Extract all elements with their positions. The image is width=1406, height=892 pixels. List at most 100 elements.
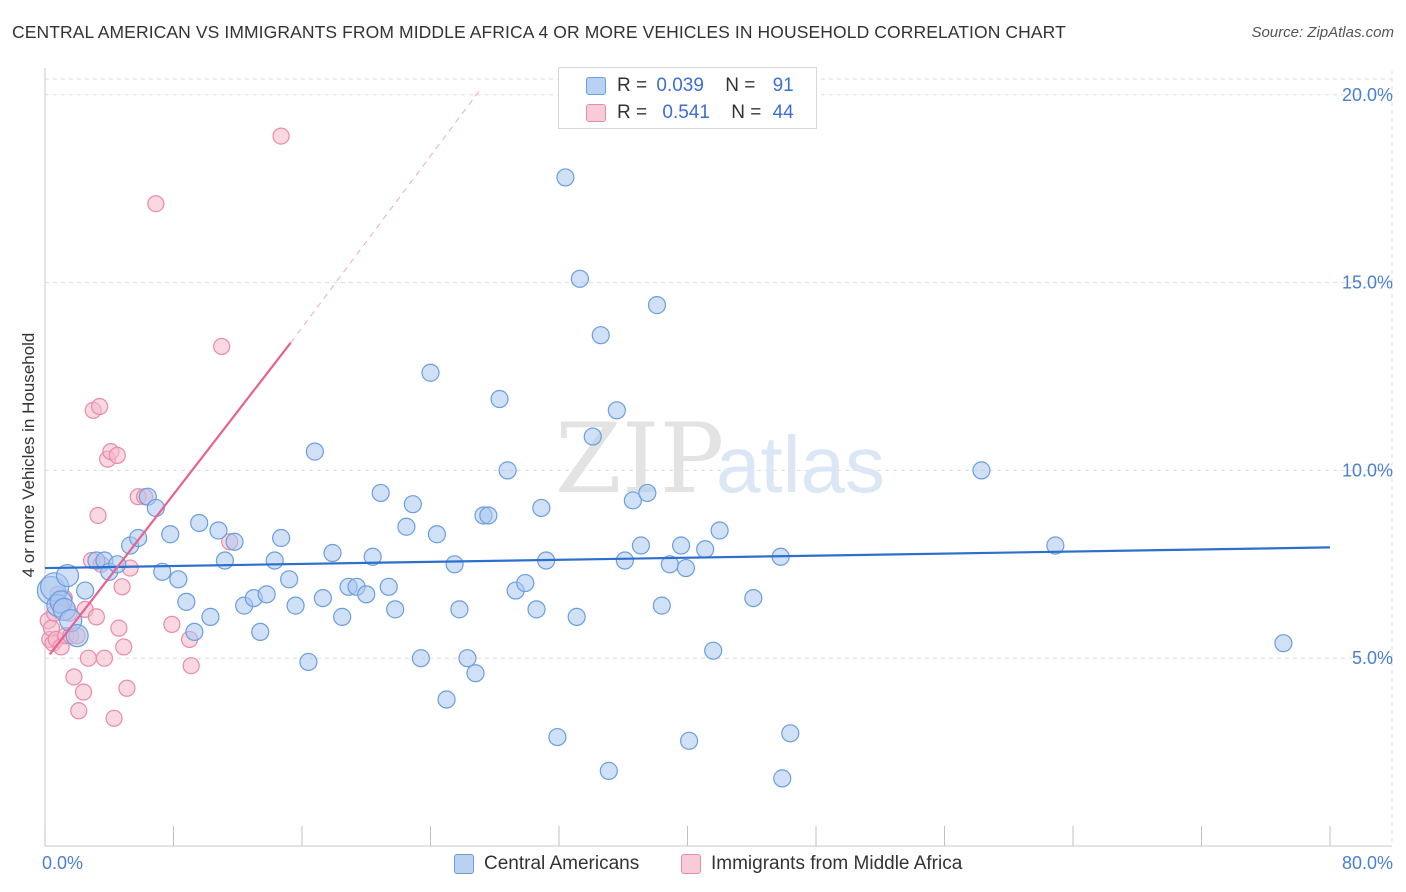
series-central-americans <box>36 168 1293 788</box>
r-value: 0.541 <box>662 102 710 123</box>
data-point-middle-africa <box>65 668 83 686</box>
data-point-central-americans <box>286 596 305 615</box>
data-point-central-americans <box>450 600 469 619</box>
data-point-central-americans <box>379 577 398 596</box>
trend-line-central-americans <box>44 546 1331 570</box>
n-label: N = <box>731 102 762 123</box>
data-point-central-americans <box>567 607 586 626</box>
data-point-central-americans <box>215 551 234 570</box>
grid-layer <box>45 70 1393 846</box>
data-point-middle-africa <box>105 709 123 727</box>
data-point-central-americans <box>1046 536 1065 555</box>
data-point-central-americans <box>773 769 792 788</box>
data-point-central-americans <box>1274 634 1293 653</box>
series-middle-africa <box>39 127 290 727</box>
n-value: 91 <box>772 75 794 96</box>
r-label: R = <box>617 75 648 96</box>
data-point-central-americans <box>201 607 220 626</box>
data-point-middle-africa <box>113 578 131 596</box>
data-point-central-americans <box>209 521 228 540</box>
data-point-central-americans <box>599 761 618 780</box>
stats-legend: R = 0.039 N = 91 R = 0.541 N = 44 <box>558 67 817 129</box>
y-axis-label: 4 or more Vehicles in Household <box>19 332 38 578</box>
data-point-central-americans <box>265 551 284 570</box>
data-point-central-americans <box>397 517 416 536</box>
data-point-central-americans <box>623 491 642 510</box>
data-point-central-americans <box>704 641 723 660</box>
data-point-middle-africa <box>108 446 126 464</box>
data-point-central-americans <box>386 600 405 619</box>
legend-item-middle-africa[interactable]: Immigrants from Middle Africa <box>681 852 962 876</box>
legend-item-central-americans[interactable]: Central Americans <box>454 852 639 876</box>
data-point-central-americans <box>185 622 204 642</box>
data-point-central-americans <box>516 573 535 593</box>
data-point-central-americans <box>527 600 546 619</box>
data-point-central-americans <box>299 652 318 672</box>
legend-label: Immigrants from Middle Africa <box>711 853 963 874</box>
data-point-central-americans <box>190 513 209 533</box>
data-point-central-americans <box>357 585 376 604</box>
data-point-central-americans <box>65 624 89 648</box>
data-point-central-americans <box>498 461 517 480</box>
data-point-central-americans <box>421 363 440 382</box>
data-point-central-americans <box>427 525 447 544</box>
n-label: N = <box>725 75 756 96</box>
y-tick-label: 10.0% <box>1342 460 1393 480</box>
stats-text: R = 0.039 N = 91 <box>617 75 794 97</box>
data-point-central-americans <box>411 649 430 668</box>
data-point-central-americans <box>313 588 332 608</box>
y-tick-label: 15.0% <box>1342 273 1393 293</box>
data-point-central-americans <box>161 525 180 544</box>
r-label: R = <box>617 102 648 123</box>
data-point-central-americans <box>177 592 196 611</box>
tick-labels: 5.0% 10.0% 15.0% 20.0% 0.0% 80.0% <box>42 85 1393 873</box>
data-point-central-americans <box>652 596 671 615</box>
trend-line-middle-africa-extension <box>290 86 483 343</box>
data-point-middle-africa <box>89 506 107 525</box>
y-tick-label: 20.0% <box>1342 85 1393 105</box>
data-point-middle-africa <box>70 702 88 720</box>
data-point-central-americans <box>333 607 352 626</box>
x-tick-label-max: 80.0% <box>1342 853 1393 873</box>
data-point-central-americans <box>371 483 390 503</box>
data-point-central-americans <box>638 483 657 503</box>
data-point-middle-africa <box>74 683 93 701</box>
source-credit: Source: ZipAtlas.com <box>1251 24 1394 41</box>
data-point-middle-africa <box>95 649 114 667</box>
x-tick-label-min: 0.0% <box>42 853 83 873</box>
data-point-central-americans <box>458 649 477 668</box>
data-point-central-americans <box>972 461 991 480</box>
r-value: 0.039 <box>656 75 704 96</box>
data-point-central-americans <box>583 427 602 446</box>
data-point-middle-africa <box>147 195 165 213</box>
n-value: 44 <box>772 102 794 123</box>
data-point-central-americans <box>466 664 485 683</box>
data-point-central-americans <box>647 296 667 315</box>
watermark: ZIP atlas <box>555 403 885 515</box>
chart-title: CENTRAL AMERICAN VS IMMIGRANTS FROM MIDD… <box>12 22 1066 42</box>
data-point-central-americans <box>272 528 291 548</box>
data-point-central-americans <box>680 731 699 750</box>
y-tick-label: 5.0% <box>1352 648 1393 668</box>
data-point-central-americans <box>615 551 634 570</box>
data-point-central-americans <box>445 555 464 574</box>
data-point-central-americans <box>403 495 422 514</box>
data-point-middle-africa <box>91 397 109 416</box>
data-point-central-americans <box>671 536 691 555</box>
data-point-central-americans <box>479 506 498 525</box>
data-point-central-americans <box>781 724 800 743</box>
data-point-middle-africa <box>213 337 231 356</box>
axis-layer <box>44 68 1392 847</box>
data-point-central-americans <box>169 570 188 589</box>
data-point-central-americans <box>607 401 626 420</box>
data-point-middle-africa <box>110 619 128 637</box>
data-point-central-americans <box>55 563 80 588</box>
data-point-central-americans <box>490 389 509 409</box>
trend-line-middle-africa <box>48 342 292 656</box>
data-point-central-americans <box>556 168 575 187</box>
data-point-central-americans <box>225 532 244 551</box>
stats-text: R = 0.541 N = 44 <box>617 102 794 124</box>
data-point-central-americans <box>676 558 695 578</box>
data-point-central-americans <box>323 543 342 563</box>
